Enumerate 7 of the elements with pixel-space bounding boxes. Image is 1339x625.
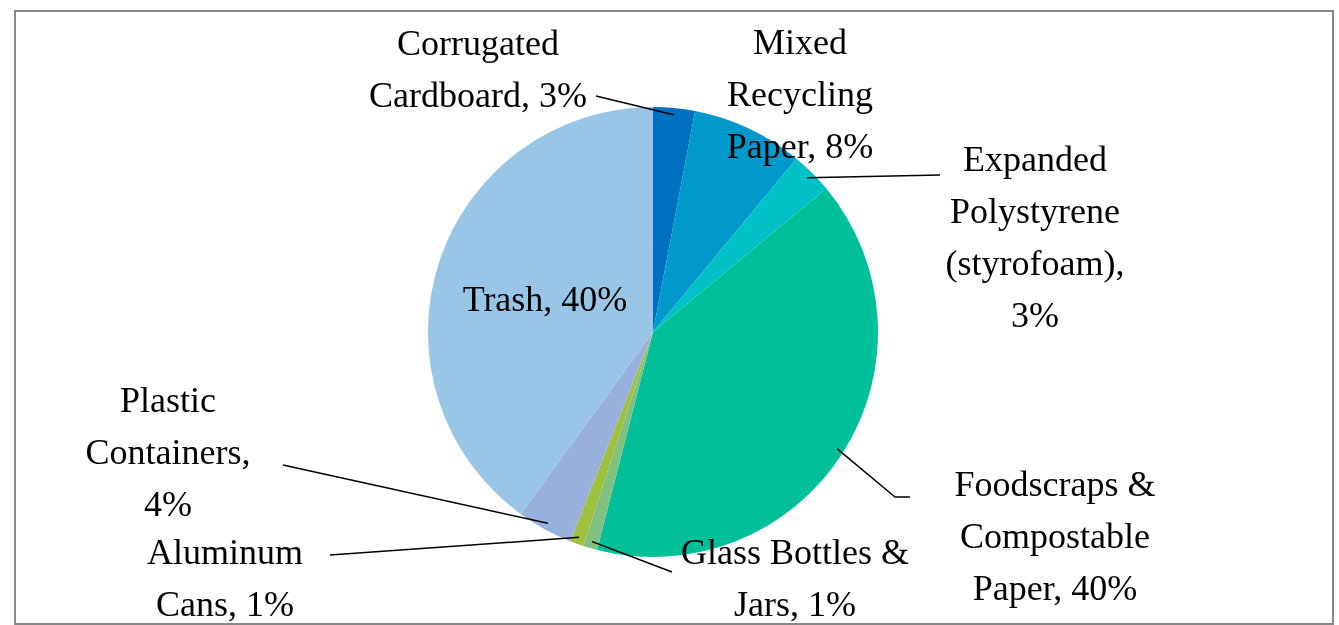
slice-label: Aluminum Cans, 1%: [146, 532, 304, 625]
slice-label: Corrugated Cardboard, 3%: [369, 23, 587, 116]
slice-label: Expanded Polystyrene (styrofoam), 3%: [945, 139, 1125, 336]
slice-label: Trash, 40%: [462, 279, 628, 320]
slice-label: Plastic Containers, 4%: [85, 380, 251, 525]
slice-label: Glass Bottles & Jars, 1%: [680, 532, 910, 625]
slice-label: Foodscraps & Compostable Paper, 40%: [954, 464, 1156, 609]
